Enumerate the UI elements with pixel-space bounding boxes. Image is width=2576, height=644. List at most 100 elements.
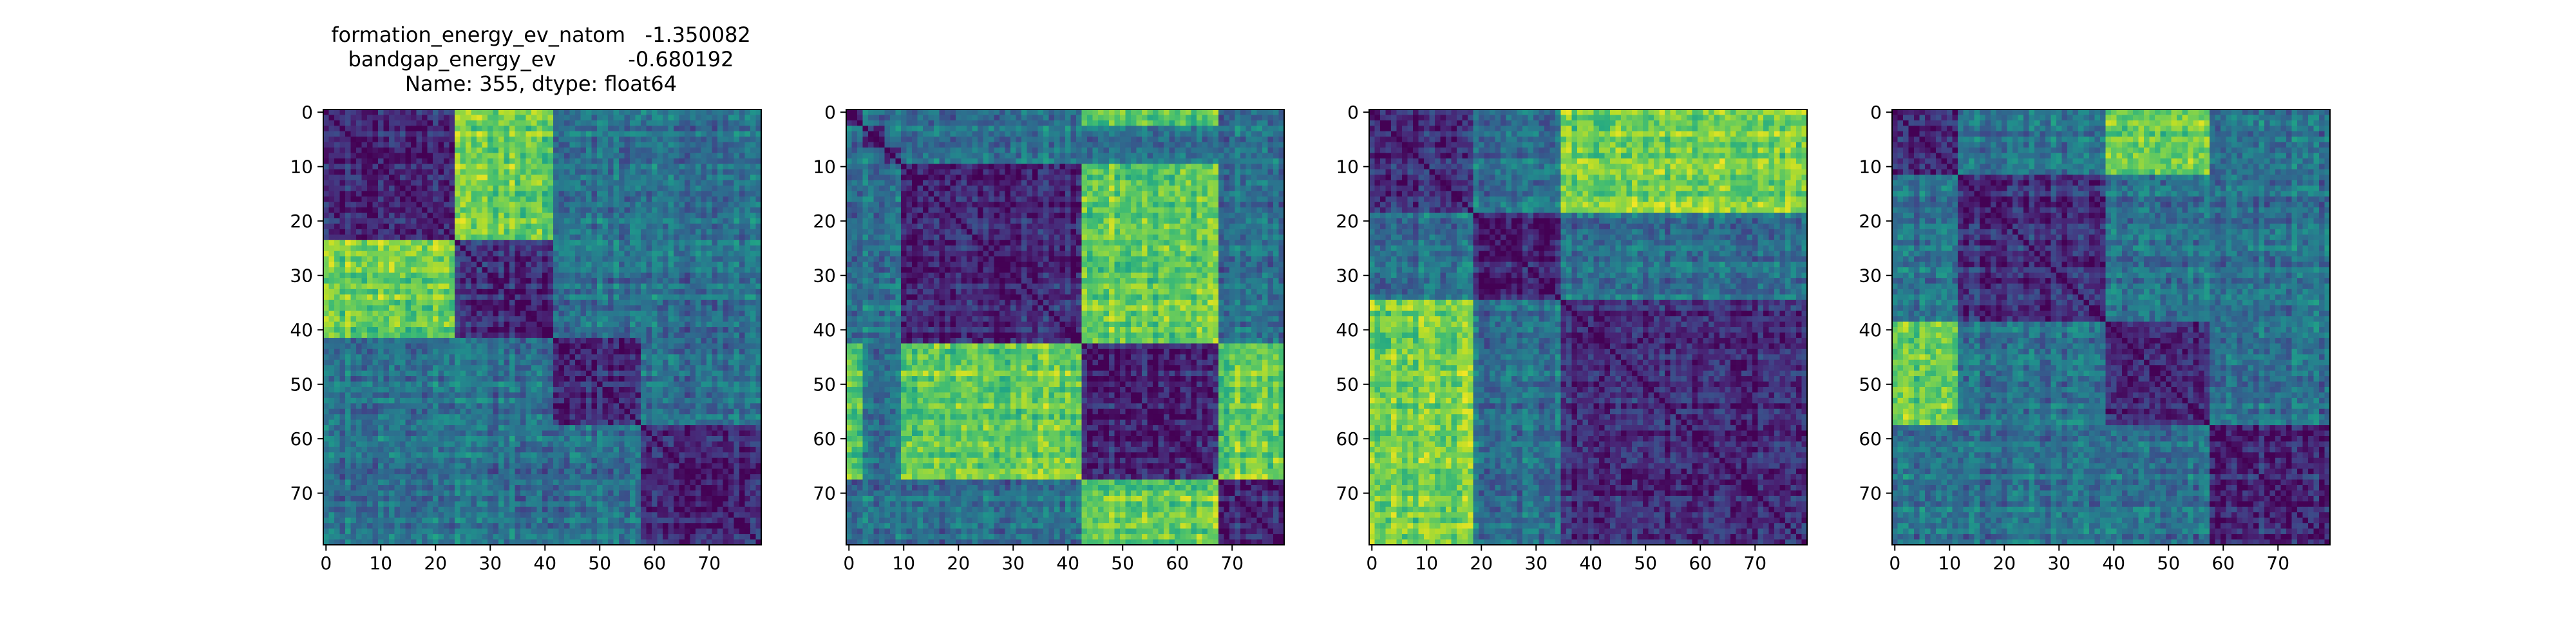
heatmap-cell: [685, 294, 691, 301]
heatmap-cell: [690, 142, 696, 148]
heatmap-cell: [509, 381, 516, 388]
heatmap-cell: [536, 251, 543, 257]
heatmap-cell: [438, 158, 444, 165]
heatmap-cell: [734, 240, 740, 246]
heatmap-cell: [701, 381, 707, 388]
heatmap-cell: [717, 299, 724, 306]
heatmap-cell: [504, 425, 510, 431]
heatmap-cell: [586, 196, 592, 203]
heatmap-cell: [696, 381, 702, 388]
heatmap-cell: [734, 207, 740, 214]
heatmap-cell: [744, 310, 751, 317]
heatmap-cell: [679, 386, 685, 393]
heatmap-cell: [553, 180, 560, 186]
heatmap-cell: [663, 240, 669, 246]
heatmap-cell: [389, 180, 395, 186]
heatmap-cell: [750, 115, 757, 121]
heatmap-cell: [597, 218, 603, 225]
heatmap-cell: [641, 348, 647, 355]
heatmap-cell: [575, 321, 582, 328]
heatmap-cell: [580, 234, 587, 241]
heatmap-cell: [350, 153, 357, 159]
heatmap-cell: [668, 158, 674, 165]
heatmap-cell: [734, 289, 740, 295]
heatmap-cell: [482, 299, 488, 306]
heatmap-cell: [328, 229, 335, 235]
heatmap-cell: [361, 365, 368, 372]
heatmap-cell: [520, 169, 527, 175]
heatmap-cell: [509, 436, 516, 442]
heatmap-cell: [422, 202, 428, 208]
heatmap-cell: [433, 272, 439, 279]
heatmap-cell: [608, 126, 614, 132]
heatmap-cell: [679, 316, 685, 323]
heatmap-cell: [744, 261, 751, 268]
heatmap-cell: [427, 441, 433, 448]
heatmap-cell: [350, 261, 357, 268]
heatmap-cell: [712, 185, 718, 192]
heatmap-cell: [334, 202, 341, 208]
heatmap-cell: [323, 240, 330, 246]
heatmap-cell: [734, 403, 740, 410]
heatmap-cell: [696, 115, 702, 121]
heatmap-cell: [488, 299, 494, 306]
heatmap-cell: [449, 120, 455, 126]
heatmap-cell: [350, 370, 357, 377]
heatmap-cell: [455, 245, 461, 252]
heatmap-cell: [378, 419, 384, 426]
heatmap-cell: [701, 115, 707, 121]
heatmap-cell: [498, 359, 505, 366]
heatmap-cell: [696, 158, 702, 165]
heatmap-cell: [345, 397, 352, 404]
heatmap-cell: [690, 256, 696, 263]
heatmap-cell: [591, 294, 598, 301]
heatmap-cell: [674, 381, 680, 388]
heatmap-cell: [405, 142, 412, 148]
heatmap-cell: [389, 392, 395, 399]
heatmap-cell: [679, 202, 685, 208]
heatmap-cell: [471, 142, 477, 148]
heatmap-cell: [433, 278, 439, 284]
heatmap-cell: [345, 196, 352, 203]
heatmap-cell: [706, 142, 713, 148]
heatmap-cell: [564, 278, 571, 284]
heatmap-cell: [394, 147, 401, 154]
heatmap-cell: [323, 202, 330, 208]
heatmap-cell: [739, 267, 746, 274]
heatmap-cell: [553, 126, 560, 132]
heatmap-cell: [482, 365, 488, 372]
heatmap-cell: [624, 354, 630, 361]
heatmap-cell: [690, 430, 696, 437]
heatmap-cell: [723, 131, 729, 137]
heatmap-cell: [755, 147, 762, 154]
heatmap-cell: [509, 430, 516, 437]
heatmap-cell: [624, 370, 630, 377]
heatmap-cell: [466, 289, 472, 295]
heatmap-cell: [400, 142, 406, 148]
heatmap-cell: [553, 234, 560, 241]
heatmap-cell: [361, 327, 368, 334]
heatmap-cell: [701, 299, 707, 306]
heatmap-cell: [739, 147, 746, 154]
heatmap-cell: [564, 365, 571, 372]
heatmap-cell: [356, 337, 363, 344]
heatmap-cell: [444, 381, 450, 388]
heatmap-cell: [339, 169, 346, 175]
heatmap-cell: [455, 337, 461, 344]
heatmap-cell: [755, 109, 762, 116]
heatmap-cell: [734, 419, 740, 426]
heatmap-cell: [744, 120, 751, 126]
heatmap-cell: [663, 408, 669, 415]
heatmap-cell: [734, 175, 740, 181]
heatmap-cell: [504, 223, 510, 230]
heatmap-cell: [608, 153, 614, 159]
heatmap-cell: [739, 289, 746, 295]
heatmap-cell: [712, 137, 718, 143]
heatmap-cell: [696, 310, 702, 317]
heatmap-cell: [624, 147, 630, 154]
heatmap-cell: [405, 327, 412, 334]
heatmap-cell: [674, 430, 680, 437]
heatmap-cell: [389, 419, 395, 426]
heatmap-cell: [323, 289, 330, 295]
heatmap-cell: [575, 283, 582, 290]
